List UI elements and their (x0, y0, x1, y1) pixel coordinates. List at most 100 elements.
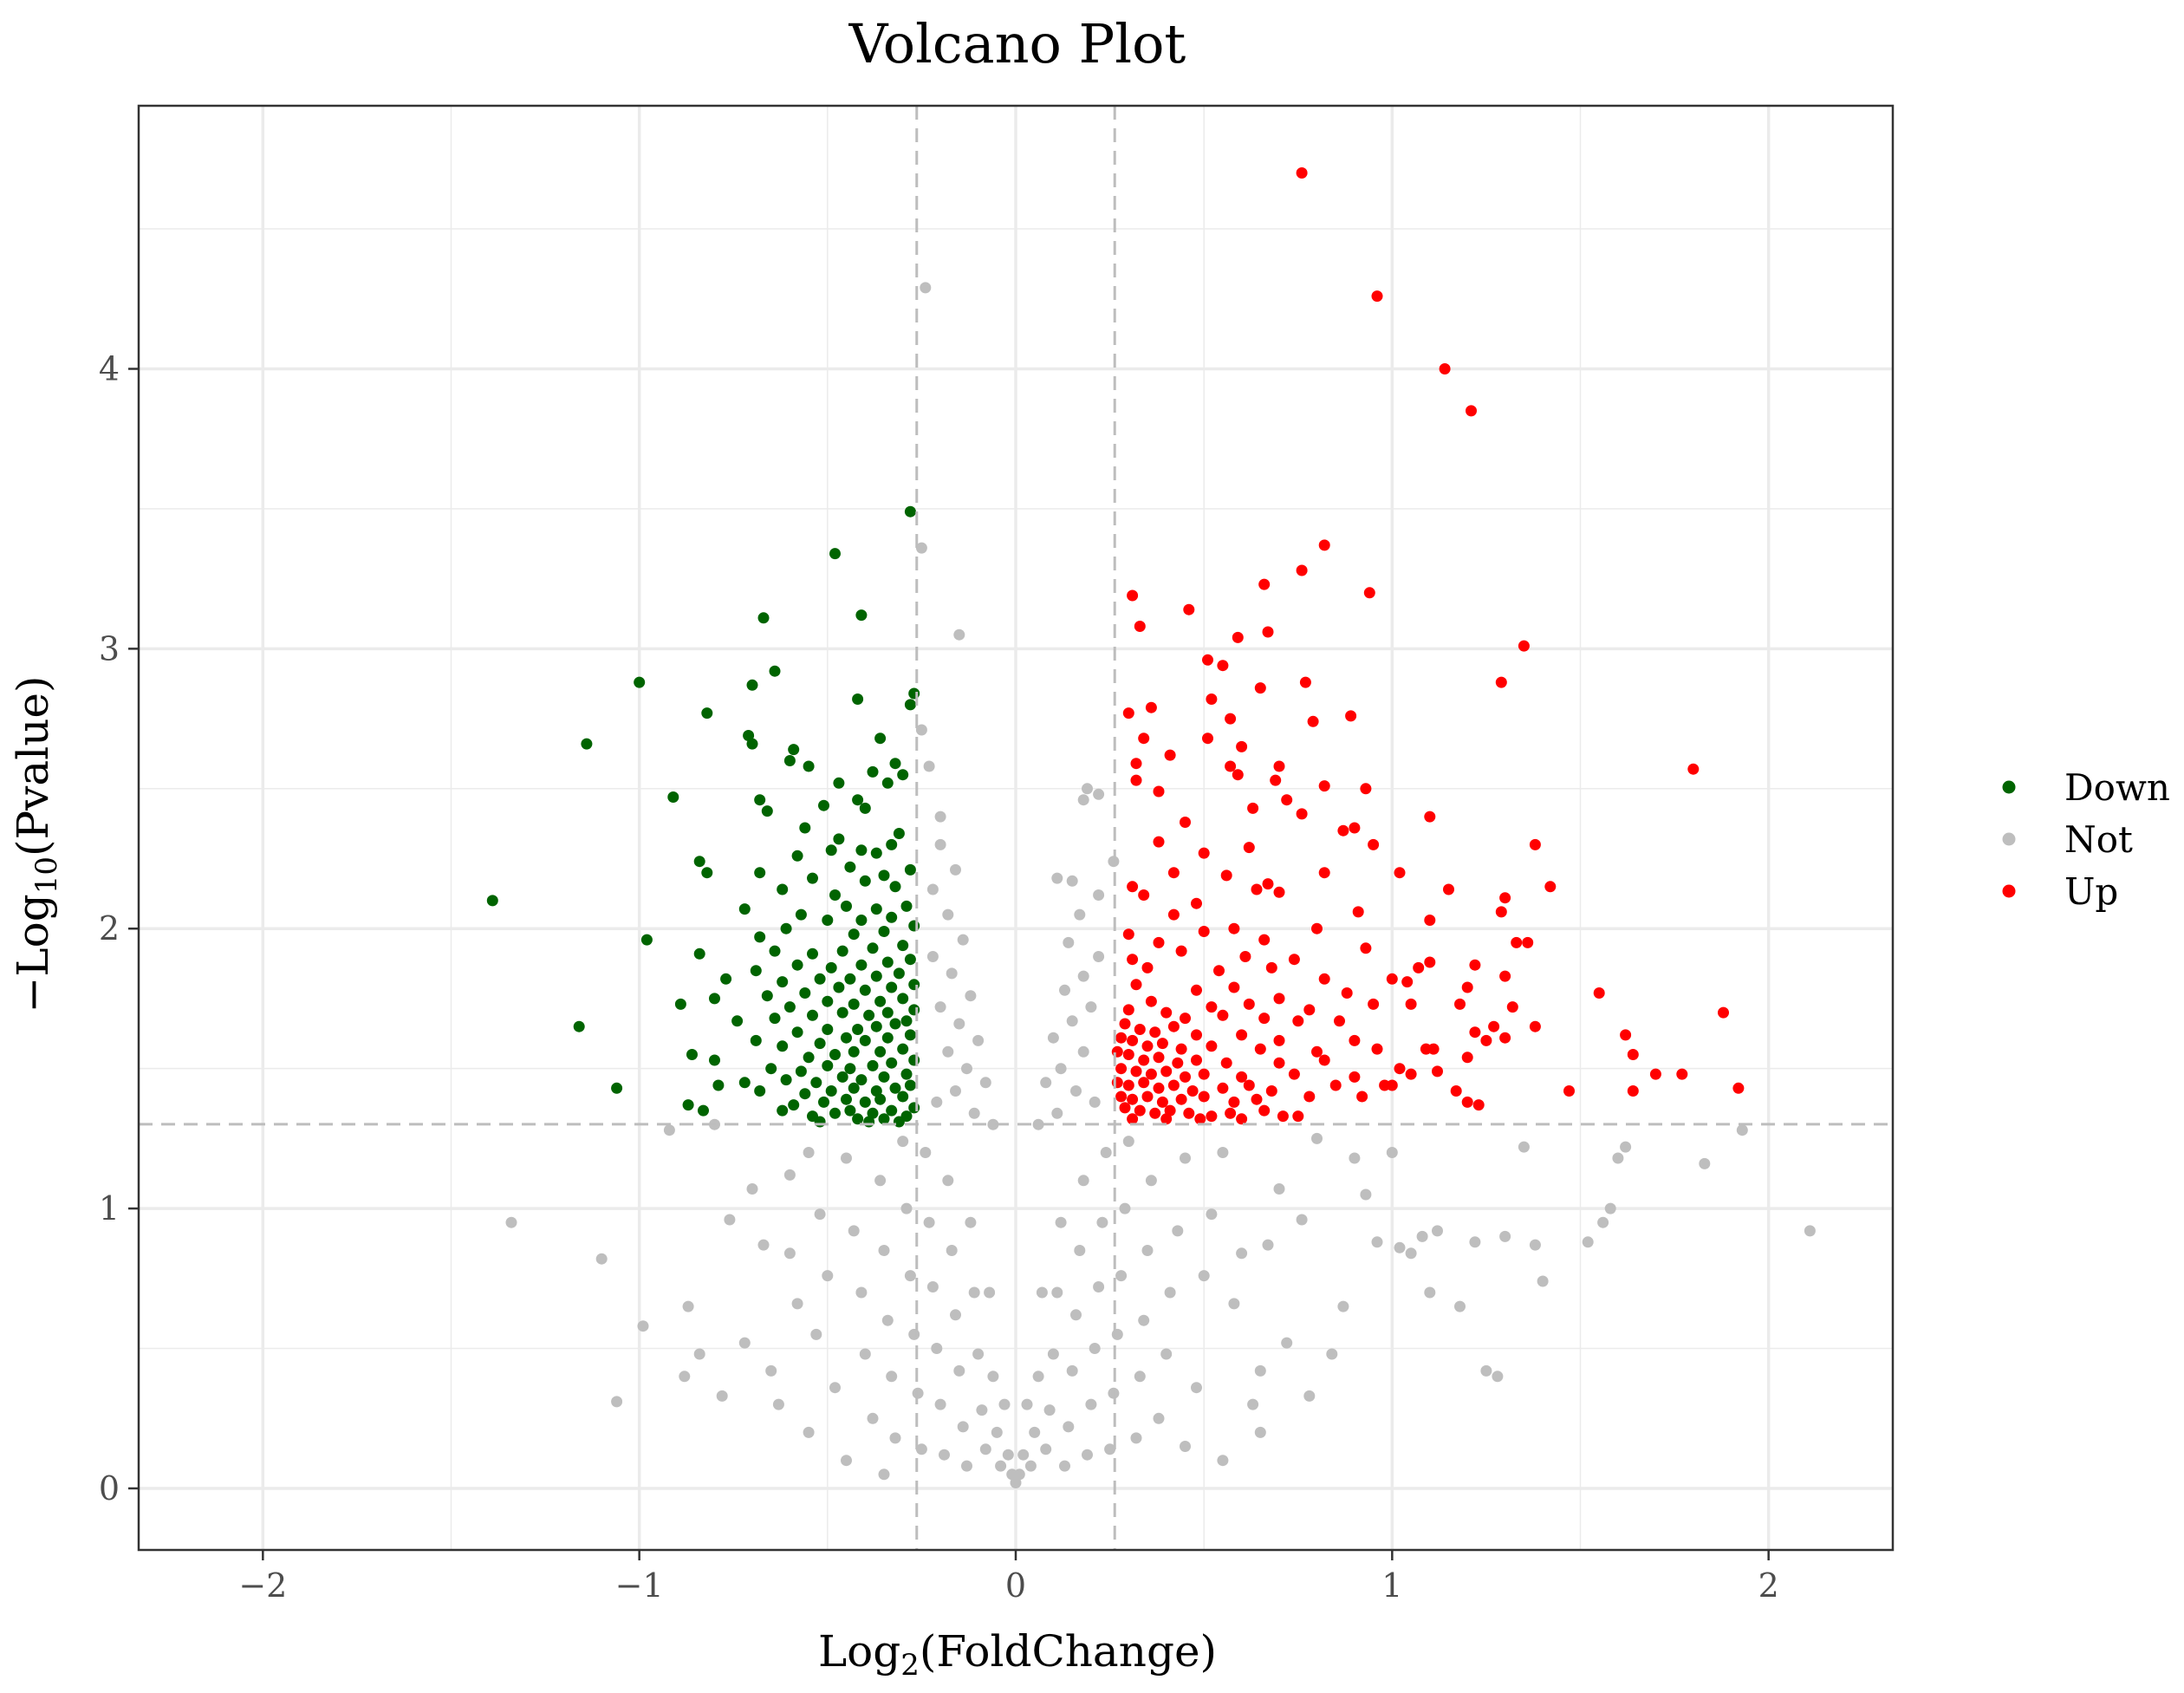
point-not (931, 1343, 943, 1354)
point-not (900, 1202, 913, 1214)
point-not (1153, 1412, 1165, 1424)
point-down (881, 1032, 894, 1044)
point-down (788, 744, 800, 756)
point-down (799, 987, 811, 999)
point-down (900, 1015, 913, 1027)
point-down (765, 1063, 777, 1075)
point-down (777, 1040, 789, 1052)
point-not (972, 1348, 985, 1360)
point-up (1262, 626, 1274, 638)
point-down (807, 1009, 818, 1021)
point-down (878, 1071, 890, 1083)
point-not (772, 1398, 784, 1410)
point-up (1213, 965, 1225, 977)
point-up (1296, 808, 1308, 820)
point-down (886, 911, 898, 923)
point-up (1432, 1065, 1443, 1078)
point-down (693, 947, 705, 960)
point-not (1047, 1032, 1059, 1044)
point-up (1292, 1015, 1304, 1027)
point-up (1345, 710, 1357, 722)
point-down (855, 609, 868, 622)
point-down (777, 883, 789, 895)
point-down (852, 794, 864, 806)
point-not (693, 1348, 705, 1360)
point-down (754, 931, 766, 943)
point-not (1254, 1364, 1266, 1377)
point-not (1055, 1216, 1067, 1228)
point-not (1296, 1214, 1308, 1226)
y-tick-label: 1 (99, 1189, 120, 1227)
point-up (1206, 1001, 1218, 1013)
point-down (720, 973, 732, 985)
y-tick-label: 4 (99, 349, 120, 387)
point-up (1563, 1085, 1575, 1097)
point-down (870, 847, 882, 859)
point-up (1138, 889, 1150, 901)
legend: Down Not Up (2002, 766, 2170, 913)
point-up (1220, 1057, 1232, 1069)
point-not (1010, 1477, 1022, 1488)
point-not (1454, 1300, 1466, 1312)
point-not (757, 1239, 770, 1251)
point-down (822, 1024, 834, 1035)
point-up (1138, 1077, 1150, 1089)
point-not (814, 1208, 826, 1221)
point-down (754, 794, 766, 806)
point-up (1198, 926, 1210, 937)
point-not (1032, 1118, 1044, 1130)
point-not (1217, 1455, 1229, 1467)
point-not (783, 1247, 796, 1260)
point-not (957, 1421, 969, 1433)
point-not (1070, 1085, 1082, 1097)
point-up (1141, 1091, 1154, 1103)
point-down (874, 995, 887, 1007)
point-up (1296, 167, 1308, 179)
point-down (807, 872, 818, 884)
point-down (818, 799, 829, 811)
point-down (777, 976, 789, 988)
point-up (1394, 1063, 1406, 1075)
point-up (1258, 1013, 1271, 1025)
point-not (1405, 1247, 1417, 1260)
point-not (1198, 1270, 1210, 1282)
point-up (1145, 995, 1157, 1007)
point-up (1401, 976, 1414, 988)
point-not (881, 1314, 894, 1326)
point-up (1386, 1079, 1398, 1091)
point-not (1021, 1398, 1033, 1410)
point-not (1066, 1364, 1078, 1377)
point-not (829, 1382, 841, 1394)
point-down (841, 900, 852, 912)
point-up (1251, 1093, 1263, 1105)
y-tick-label: 0 (99, 1469, 120, 1507)
point-not (953, 628, 965, 641)
point-up (1160, 1006, 1173, 1019)
point-up (1172, 1057, 1184, 1069)
point-not (1612, 1152, 1624, 1164)
point-not (1040, 1077, 1052, 1089)
point-not (957, 934, 969, 946)
point-down (698, 1104, 709, 1117)
point-down (818, 1096, 829, 1108)
point-not (972, 1034, 985, 1046)
point-not (1247, 1398, 1259, 1410)
point-down (701, 707, 713, 720)
point-up (1194, 1113, 1206, 1125)
point-down (848, 998, 860, 1010)
point-down (791, 1026, 803, 1039)
point-not (995, 1460, 1007, 1472)
point-down (870, 1020, 882, 1032)
point-not (1082, 783, 1093, 795)
point-down (829, 1049, 841, 1060)
point-not (1063, 936, 1075, 948)
point-down (573, 1020, 585, 1032)
point-not (1077, 970, 1089, 982)
point-down (900, 1068, 913, 1080)
x-axis: −2 −1 0 1 2 (238, 1550, 1779, 1605)
point-not (1100, 1147, 1112, 1158)
point-not (848, 1225, 860, 1237)
point-down (897, 769, 909, 781)
point-down (881, 777, 894, 789)
point-not (942, 1045, 954, 1058)
